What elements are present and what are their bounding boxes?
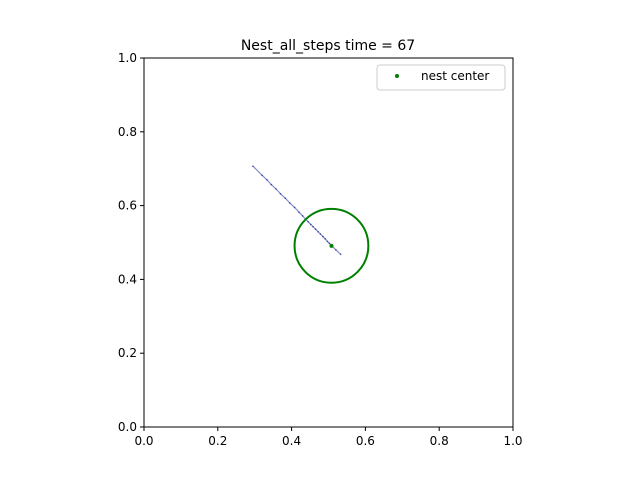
y-axis: 0.0 0.2 0.4 0.6 0.8 1.0 [118,51,144,434]
x-tick-label: 0.4 [282,434,301,448]
trail-point [284,197,287,200]
trail-point [317,230,319,233]
y-tick-label: 0.6 [118,199,137,213]
trail-point [270,183,273,186]
legend-marker-nest-center [395,74,399,78]
x-tick-label: 0.8 [430,434,449,448]
trail-point [335,249,337,251]
y-tick-label: 0.4 [118,272,137,286]
y-tick-label: 0.2 [118,346,137,360]
x-tick-label: 0.2 [208,434,227,448]
axes-frame [143,57,514,428]
x-tick-label: 0.6 [356,434,375,448]
trail-point [319,233,322,235]
trail-point [252,165,254,167]
trail-point [312,225,314,228]
trail-point [293,206,296,209]
trail-point [314,228,317,231]
trail-point [326,240,329,243]
x-tick-label: 1.0 [503,434,522,448]
legend-box [376,64,506,91]
trail-point [301,215,304,217]
nest-center-point [329,243,334,248]
legend-label-nest-center: nest center [421,69,489,83]
y-tick-label: 0.8 [118,125,137,139]
trail-point [328,242,331,245]
trail-point [275,188,277,190]
chart-title: Nest_all_steps time = 67 [241,38,415,54]
trail-point [309,223,312,226]
trail-point [339,253,342,256]
trail-point [261,174,263,177]
trail-point [279,192,282,195]
trail-point [288,202,291,204]
trail-point [298,211,300,214]
plot-area [252,165,370,284]
legend: nest center [376,64,506,91]
y-tick-label: 1.0 [118,51,137,65]
y-tick-label: 0.0 [118,420,137,434]
trail-point [324,238,326,240]
trail-point [307,221,310,223]
trail-point [266,178,268,181]
trail-point [322,235,324,238]
nest-circle [293,207,370,284]
x-tick-label: 0.0 [134,434,153,448]
x-axis: 0.0 0.2 0.4 0.6 0.8 1.0 [134,427,523,448]
